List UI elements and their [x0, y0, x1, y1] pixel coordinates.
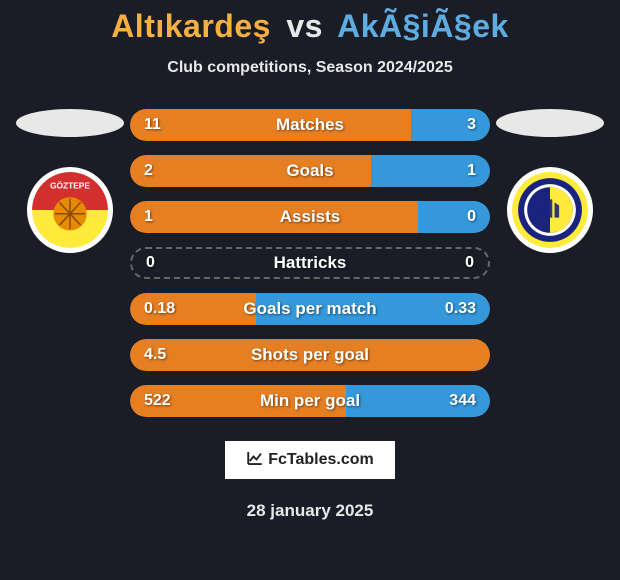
stat-bar: 4.5 Shots per goal — [130, 339, 490, 371]
right-side — [490, 109, 610, 417]
stat-bar: 11 3 Matches — [130, 109, 490, 141]
player2-name: AkÃ§iÃ§ek — [337, 8, 509, 44]
stat-value-right: 3 — [467, 116, 476, 134]
stat-bar: 0.18 0.33 Goals per match — [130, 293, 490, 325]
stat-label: Min per goal — [260, 391, 360, 411]
stat-value-right: 0.33 — [445, 300, 476, 318]
stat-bar: 522 344 Min per goal — [130, 385, 490, 417]
stat-value-left: 4.5 — [144, 346, 166, 364]
stats-column: 11 3 Matches 2 1 Goals 1 0 Assists 0 0 Hattricks 0.1… — [130, 109, 490, 417]
stat-label: Assists — [280, 207, 340, 227]
stat-label: Goals per match — [243, 299, 376, 319]
stat-label: Shots per goal — [251, 345, 369, 365]
content: GÖZTEPE 11 3 Matches 2 1 Goals 1 0 Assists 0 0 Hatt… — [0, 109, 620, 417]
stat-value-right: 0 — [467, 208, 476, 226]
stat-value-left: 11 — [144, 116, 161, 134]
player1-name: Altıkardeş — [111, 8, 271, 44]
date-text: 28 january 2025 — [0, 501, 620, 521]
stat-value-right: 1 — [467, 162, 476, 180]
bar-fill-left — [130, 201, 418, 233]
stat-label: Hattricks — [274, 253, 347, 273]
bar-fill-right — [411, 109, 490, 141]
branding-box: FcTables.com — [225, 441, 395, 479]
bar-fill-left — [130, 155, 371, 187]
stat-value-left: 0.18 — [144, 300, 175, 318]
left-crest: GÖZTEPE — [27, 167, 113, 253]
left-oval — [16, 109, 124, 137]
left-side: GÖZTEPE — [10, 109, 130, 417]
right-oval — [496, 109, 604, 137]
chart-icon — [246, 449, 264, 472]
svg-text:GÖZTEPE: GÖZTEPE — [50, 181, 90, 191]
stat-value-right: 344 — [449, 392, 476, 410]
branding-text: FcTables.com — [268, 451, 374, 469]
stat-value-left: 1 — [144, 208, 153, 226]
subtitle: Club competitions, Season 2024/2025 — [0, 59, 620, 77]
stat-label: Matches — [276, 115, 344, 135]
vs-text: vs — [286, 8, 323, 44]
stat-bar: 1 0 Assists — [130, 201, 490, 233]
comparison-title: Altıkardeş vs AkÃ§iÃ§ek — [0, 0, 620, 45]
stat-bar: 2 1 Goals — [130, 155, 490, 187]
stat-value-left: 0 — [146, 254, 155, 272]
bar-fill-left — [130, 109, 411, 141]
right-crest — [507, 167, 593, 253]
stat-bar: 0 0 Hattricks — [130, 247, 490, 279]
stat-value-left: 2 — [144, 162, 153, 180]
bar-fill-right — [418, 201, 490, 233]
stat-value-left: 522 — [144, 392, 171, 410]
stat-label: Goals — [286, 161, 333, 181]
stat-value-right: 0 — [465, 254, 474, 272]
